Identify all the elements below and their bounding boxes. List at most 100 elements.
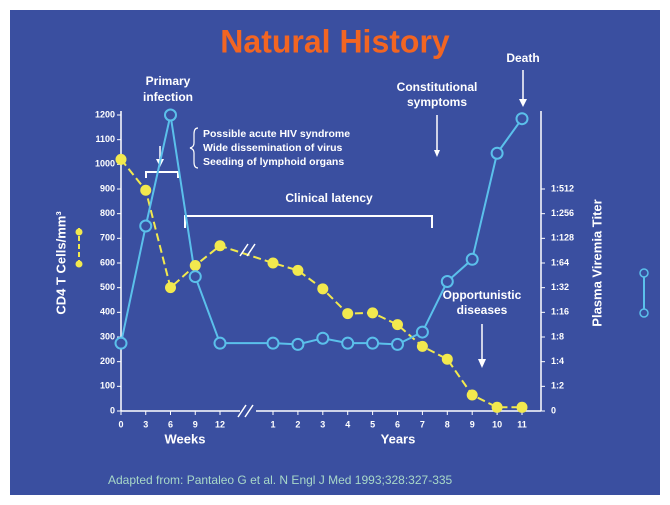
series-line — [120, 158, 522, 409]
legend-glyph — [75, 228, 649, 318]
line-break — [239, 243, 256, 257]
data-point — [440, 275, 454, 288]
bracket — [145, 171, 179, 178]
x-group-label: Years — [381, 431, 416, 446]
y-tick-label: 1000 — [95, 159, 115, 169]
brace — [189, 127, 199, 169]
annotation: Death — [506, 51, 539, 65]
data-point — [140, 184, 152, 196]
y-axis-label: CD4 T Cells/mm³ — [53, 211, 68, 315]
data-point — [266, 336, 280, 350]
data-point — [516, 401, 528, 413]
x-tick-label: 6 — [168, 419, 173, 429]
y2-tick-label: 0 — [551, 405, 556, 415]
x-tick-label: 11 — [517, 419, 527, 429]
series-line — [120, 114, 523, 346]
x-tick-label: 6 — [395, 419, 400, 429]
data-point — [317, 283, 329, 295]
y2-tick-label: 1:32 — [551, 282, 569, 292]
data-point — [392, 319, 403, 331]
y-tick-label: 300 — [100, 331, 115, 341]
y-tick-label: 600 — [100, 257, 115, 267]
data-point — [292, 264, 304, 276]
y2-tick-label: 1:4 — [551, 356, 564, 366]
annotation: diseases — [457, 303, 508, 317]
annotation: symptoms — [407, 95, 467, 109]
y-tick-label: 100 — [100, 381, 115, 391]
data-point — [367, 307, 379, 319]
data-point — [164, 108, 177, 122]
bracket — [184, 215, 433, 228]
data-point — [189, 259, 201, 271]
annotation: Seeding of lymphoid organs — [203, 156, 344, 168]
x-tick-label: 0 — [118, 419, 123, 429]
axis-break — [237, 404, 254, 418]
x-tick-label: 3 — [320, 419, 325, 429]
annotation: Primary — [146, 74, 191, 88]
y-tick-label: 900 — [100, 183, 115, 193]
arrow-head — [434, 150, 440, 157]
annotation: Constitutional — [397, 80, 478, 94]
background — [10, 10, 660, 495]
annotation: Clinical latency — [285, 191, 373, 205]
data-point — [114, 336, 128, 350]
y-tick-label: 700 — [100, 233, 115, 243]
arrow-head — [519, 99, 527, 107]
data-point — [316, 331, 330, 345]
data-point — [441, 353, 453, 365]
arrow-head — [478, 359, 486, 368]
data-point — [515, 112, 529, 126]
x-tick-label: 2 — [295, 419, 300, 429]
y2-tick-label: 1:256 — [551, 208, 574, 218]
data-point — [213, 336, 227, 350]
data-point — [291, 337, 305, 351]
y-tick-label: 400 — [100, 307, 115, 317]
y-tick-label: 500 — [100, 282, 115, 292]
x-tick-label: 1 — [270, 419, 275, 429]
x-tick-label: 5 — [370, 419, 375, 429]
plot: 0100200300400500600700800900100011001200… — [95, 108, 574, 446]
x-tick-label: 7 — [420, 419, 425, 429]
y-tick-label: 0 — [110, 405, 115, 415]
data-point — [491, 401, 503, 413]
data-point — [267, 257, 279, 269]
x-tick-label: 4 — [345, 419, 350, 429]
data-point — [165, 282, 176, 294]
annotation: Opportunistic — [443, 288, 522, 302]
y-tick-label: 1200 — [95, 109, 115, 119]
data-point — [465, 252, 479, 266]
source: Adapted from: Pantaleo G et al. N Engl J… — [108, 473, 453, 487]
y2-tick-label: 1:2 — [551, 381, 564, 391]
data-point — [341, 336, 355, 350]
data-point — [214, 240, 226, 252]
data-point — [490, 146, 504, 160]
annotation: Wide dissemination of virus — [203, 142, 343, 154]
x-tick-label: 10 — [492, 419, 502, 429]
data-point — [366, 336, 380, 350]
data-point — [415, 325, 429, 339]
x-tick-label: 3 — [143, 419, 148, 429]
y-tick-label: 800 — [100, 208, 115, 218]
data-point — [188, 270, 202, 284]
chart-title: Natural History — [220, 23, 450, 59]
x-tick-label: 9 — [470, 419, 475, 429]
y2-tick-label: 1:512 — [551, 183, 574, 193]
y-tick-label: 1100 — [95, 134, 115, 144]
x-group-label: Weeks — [165, 431, 206, 446]
data-point — [139, 219, 153, 233]
data-point — [416, 340, 428, 352]
annotation: infection — [143, 90, 193, 104]
x-tick-label: 9 — [193, 419, 198, 429]
y2-tick-label: 1:128 — [551, 233, 574, 243]
y2-tick-label: 1:64 — [551, 257, 569, 267]
data-point — [115, 153, 127, 165]
y2-axis-label: Plasma Viremia Titer — [589, 199, 604, 326]
y-tick-label: 200 — [100, 356, 115, 366]
y2-tick-label: 1:8 — [551, 331, 564, 341]
data-point — [391, 337, 404, 351]
y2-tick-label: 1:16 — [551, 307, 569, 317]
x-tick-label: 8 — [445, 419, 450, 429]
x-tick-label: 12 — [215, 419, 225, 429]
annotation: Possible acute HIV syndrome — [203, 128, 350, 140]
